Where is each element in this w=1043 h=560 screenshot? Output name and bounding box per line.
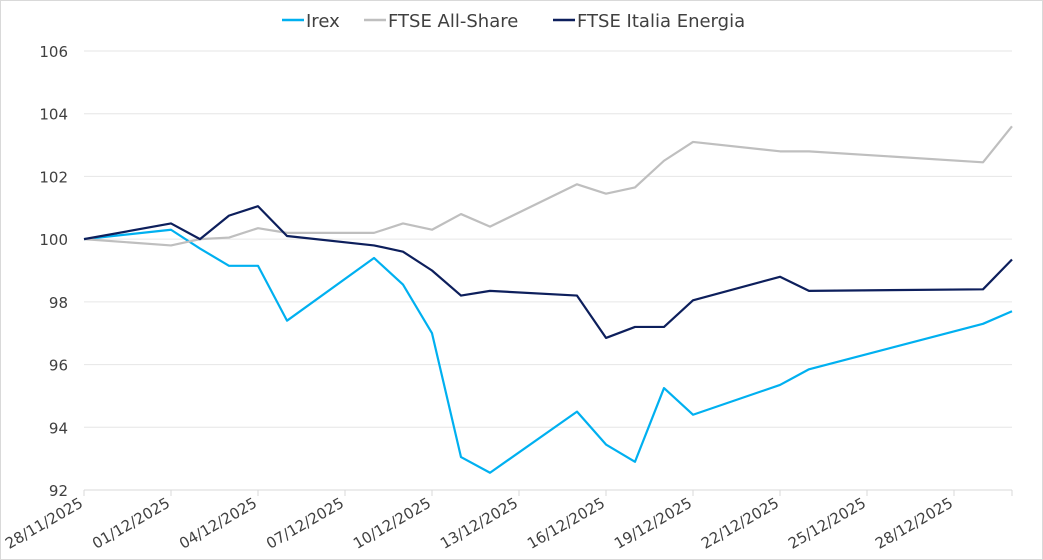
legend-label: FTSE Italia Energia xyxy=(577,11,745,32)
y-tick-label: 96 xyxy=(49,357,68,375)
y-tick-label: 100 xyxy=(39,231,68,249)
x-tick-label: 04/12/2025 xyxy=(176,494,260,553)
y-tick-label: 94 xyxy=(49,419,68,437)
x-tick-label: 10/12/2025 xyxy=(350,494,434,553)
y-tick-label: 102 xyxy=(39,168,68,186)
legend-label: FTSE All-Share xyxy=(388,11,518,32)
y-tick-label: 104 xyxy=(39,106,68,124)
x-tick-label: 28/12/2025 xyxy=(872,494,956,553)
series-line-ftse-italia-energia xyxy=(83,205,1013,340)
x-tick-label: 07/12/2025 xyxy=(263,494,347,553)
legend-label: Irex xyxy=(306,11,340,32)
y-tick-label: 98 xyxy=(49,294,68,312)
x-tick-label: 13/12/2025 xyxy=(437,494,521,553)
series-line-irex xyxy=(83,228,1013,474)
x-tick-label: 22/12/2025 xyxy=(698,494,782,553)
x-tick-label: 01/12/2025 xyxy=(89,494,173,553)
x-tick-label: 25/12/2025 xyxy=(785,494,869,553)
x-tick-label: 16/12/2025 xyxy=(524,494,608,553)
y-tick-label: 106 xyxy=(39,43,68,61)
series-line-ftse-all-share xyxy=(83,125,1013,247)
x-tick-label: 28/11/2025 xyxy=(2,494,86,553)
y-tick-label: 92 xyxy=(49,482,68,500)
x-tick-label: 19/12/2025 xyxy=(611,494,695,553)
